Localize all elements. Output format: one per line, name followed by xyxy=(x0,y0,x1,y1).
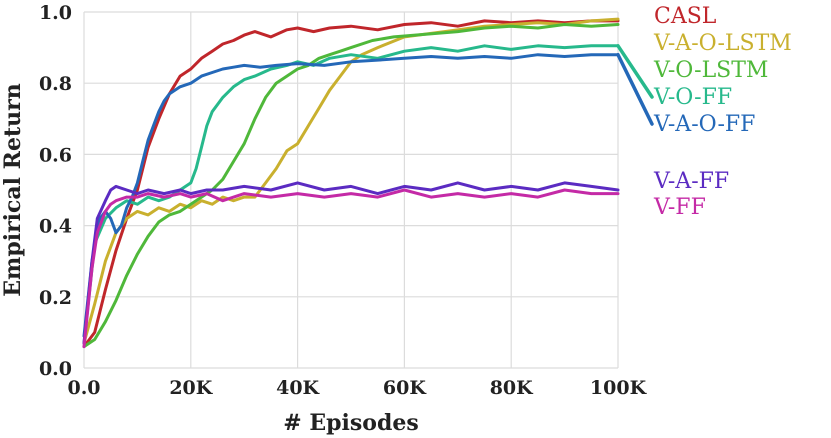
x-axis-label: # Episodes xyxy=(283,410,418,436)
legend-label-v-o-ff: V-O-FF xyxy=(653,85,732,110)
x-tick-label: 40K xyxy=(276,377,320,399)
series-line-v-o-ff xyxy=(82,44,620,345)
y-tick-label: 0.2 xyxy=(39,287,72,309)
grid xyxy=(83,11,619,369)
legend-label-v-a-o-ff: V-A-O-FF xyxy=(653,112,755,137)
x-tick-label: 0.0 xyxy=(67,377,100,399)
y-tick-label: 0.8 xyxy=(39,73,72,95)
legend-label-v-o-lstm: V-O-LSTM xyxy=(653,58,768,83)
series-lines xyxy=(82,17,620,349)
series-line-v-a-ff xyxy=(82,181,620,345)
x-tick-label: 100K xyxy=(590,377,648,399)
y-axis-label: Empirical Return xyxy=(0,83,26,296)
y-tick-label: 0.6 xyxy=(39,144,72,166)
legend-connector-v-a-o-ff xyxy=(616,52,654,126)
y-tick-label: 0.0 xyxy=(39,358,72,380)
y-tick-label: 1.0 xyxy=(39,2,72,24)
legend-connectors xyxy=(616,44,654,126)
series-line-v-a-o-ff xyxy=(82,53,620,338)
series-line-v-ff xyxy=(82,188,620,349)
legend-connector-v-o-ff xyxy=(616,44,654,99)
y-tick-labels: 0.0 0.2 0.4 0.6 0.8 1.0 xyxy=(39,2,72,380)
x-tick-label: 60K xyxy=(383,377,427,399)
y-tick-label: 0.4 xyxy=(39,216,72,238)
x-tick-label: 20K xyxy=(169,377,213,399)
legend-label-v-ff: V-FF xyxy=(653,195,706,220)
x-tick-label: 80K xyxy=(490,377,534,399)
x-tick-labels: 0.0 20K 40K 60K 80K 100K xyxy=(67,377,647,399)
legend-label-v-a-ff: V-A-FF xyxy=(653,169,729,194)
legend-label-v-a-o-lstm: V-A-O-LSTM xyxy=(653,31,792,56)
series-line-v-a-o-lstm xyxy=(82,17,620,345)
series-line-v-o-lstm xyxy=(82,23,620,349)
legend-label-casl: CASL xyxy=(654,4,717,29)
series-line-casl xyxy=(82,19,620,349)
